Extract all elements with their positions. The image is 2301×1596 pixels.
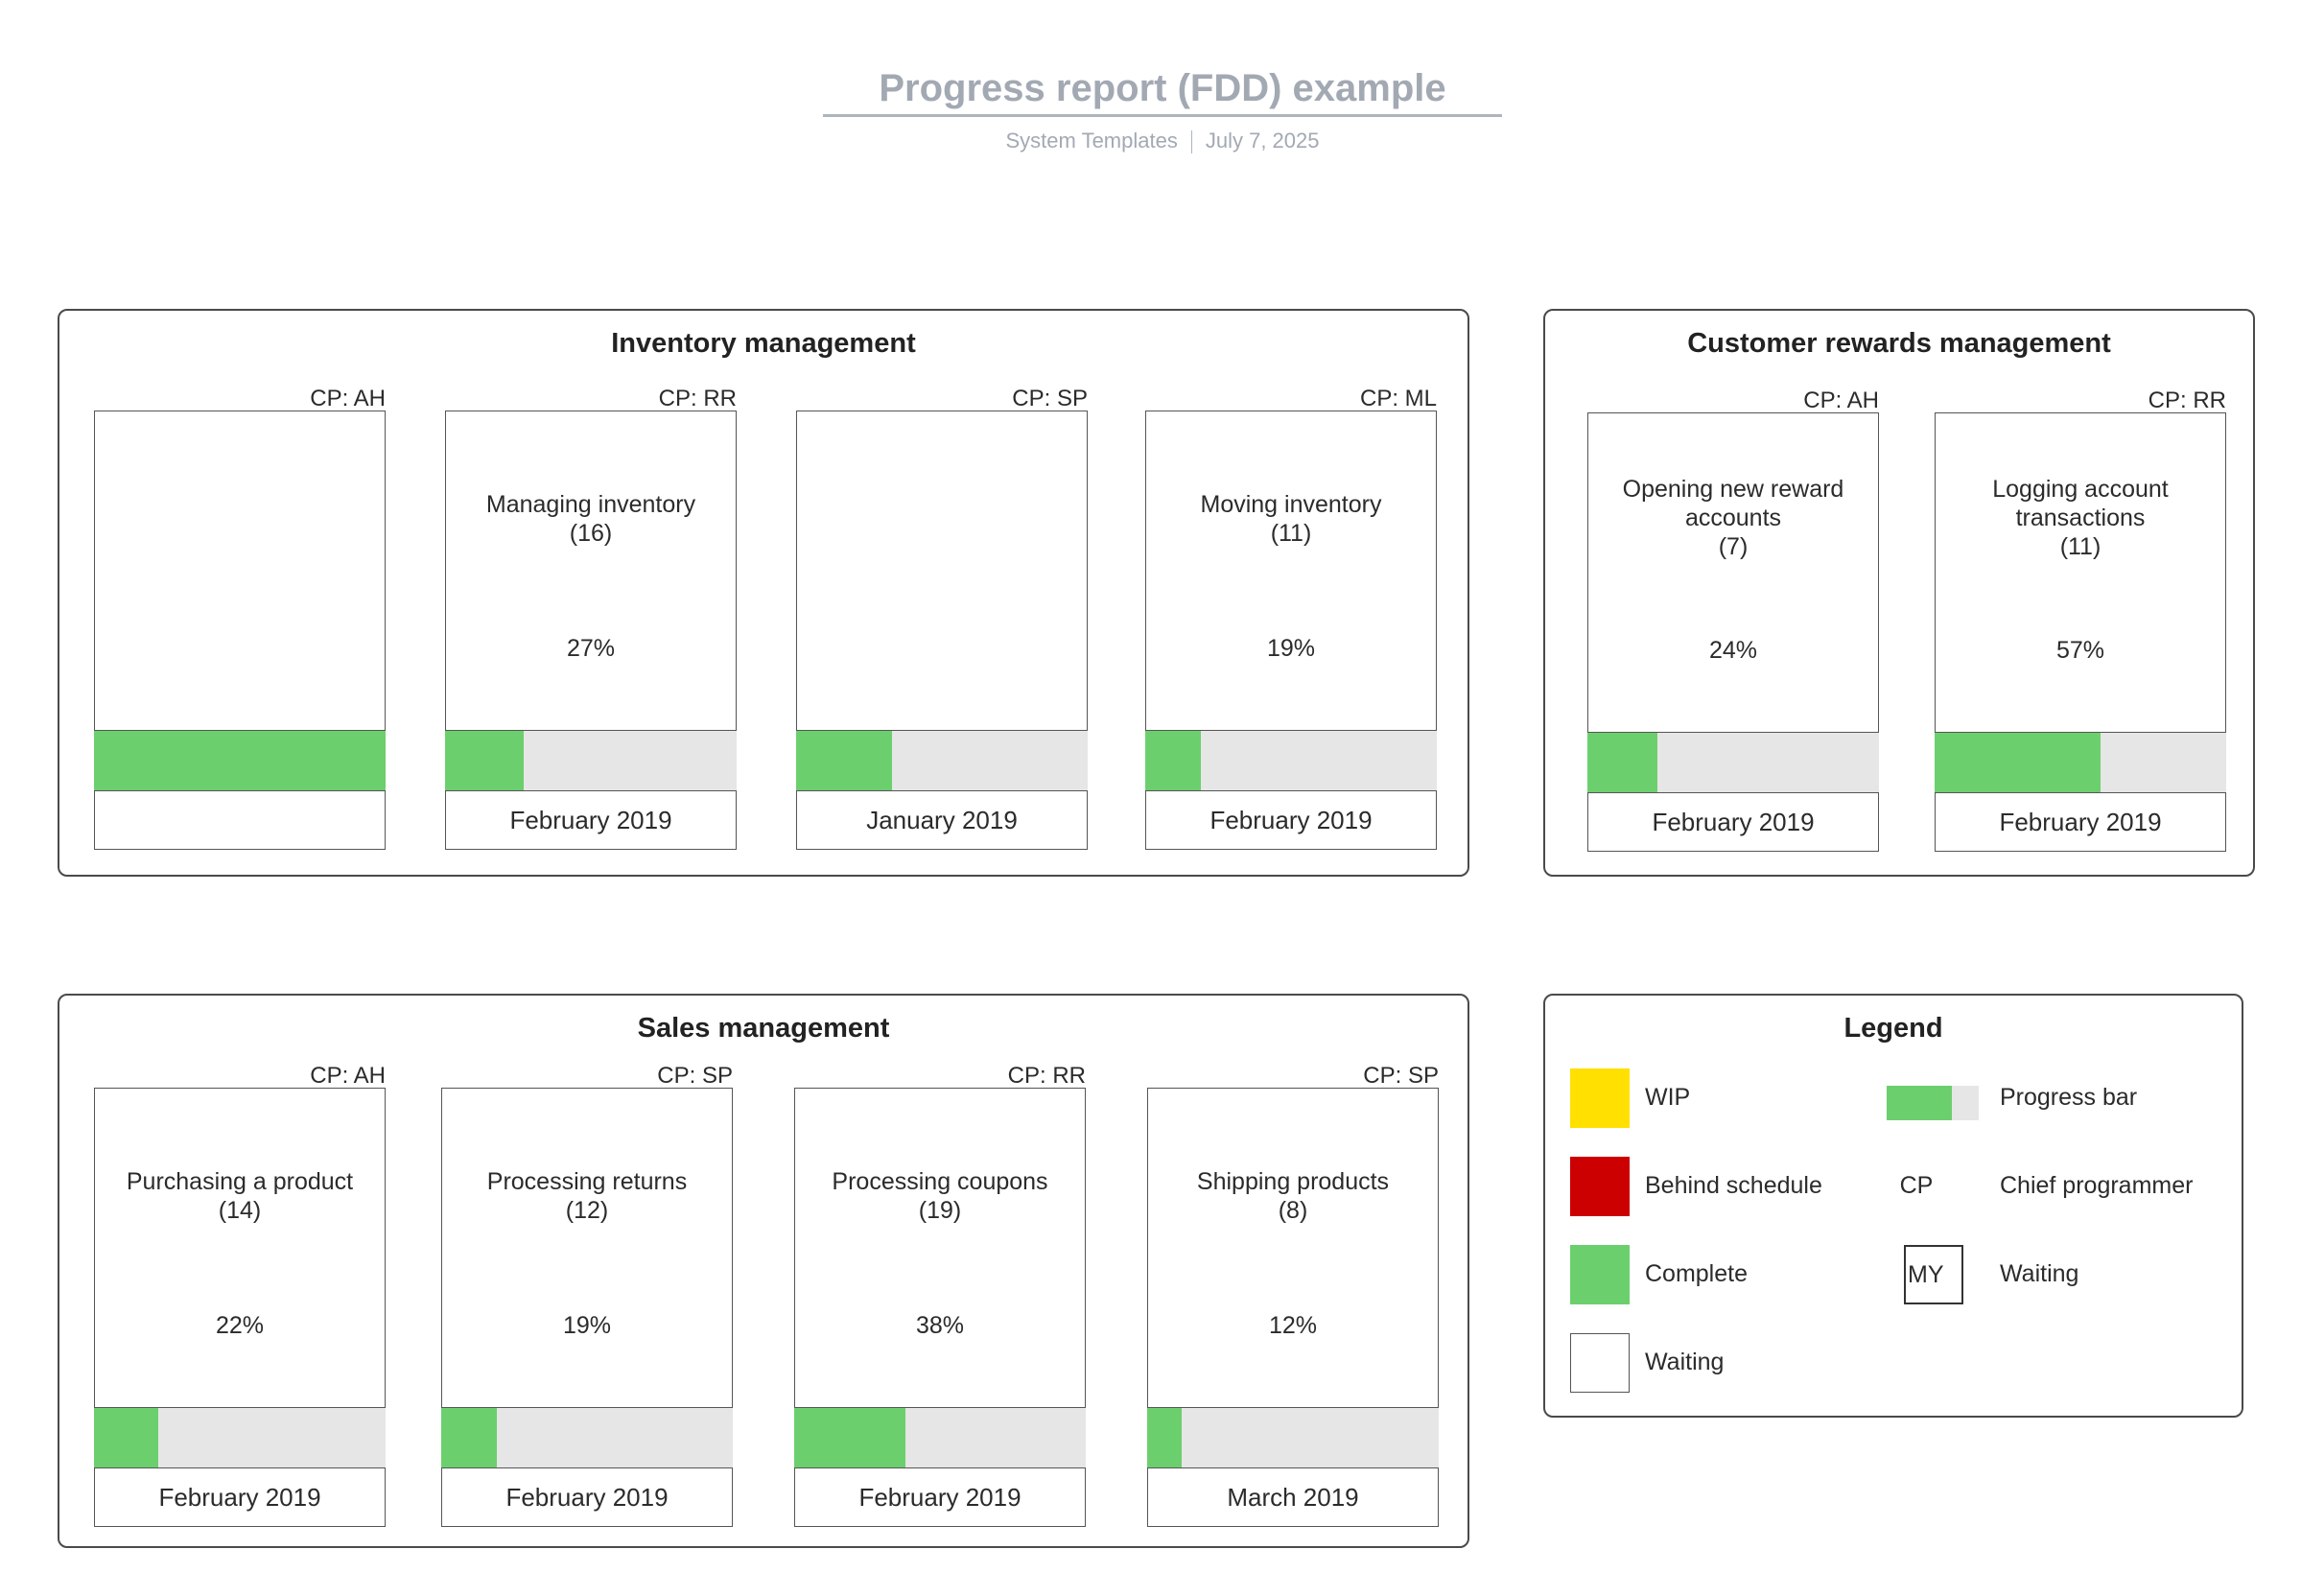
- progress-fill: [1587, 733, 1657, 792]
- feature-box: [796, 411, 1088, 731]
- chief-programmer-label: CP: AH: [310, 386, 386, 411]
- feature-box: Moving inventory (11) 19%: [1145, 411, 1437, 731]
- feature-name: Moving inventory (11): [1200, 491, 1382, 547]
- chief-programmer-label: CP: AH: [310, 1063, 386, 1089]
- target-date: February 2019: [441, 1467, 733, 1527]
- chief-programmer-label: CP: AH: [1803, 387, 1879, 413]
- complete-swatch: [1570, 1245, 1630, 1304]
- progress-fill: [445, 731, 525, 790]
- chief-programmer-label: CP: SP: [657, 1063, 733, 1089]
- page-meta: System Templates July 7, 2025: [823, 129, 1502, 154]
- progress-bar: [1587, 733, 1879, 792]
- progress-fill: [1145, 731, 1201, 790]
- feature-name: Opening new reward accounts (7): [1622, 476, 1844, 560]
- progress-bar: [794, 1408, 1086, 1467]
- legend-title: Legend: [1843, 1013, 1943, 1044]
- feature-percent: 12%: [1268, 1312, 1318, 1339]
- legend-label: Waiting: [2000, 1260, 2079, 1287]
- feature-name: Managing inventory (16): [485, 491, 696, 547]
- meta-divider: [1190, 130, 1192, 154]
- group-title: Customer rewards management: [1687, 328, 2111, 359]
- legend-label: Behind schedule: [1645, 1172, 1822, 1199]
- group-sales: Sales management CP: AH Purchasing a pro…: [58, 994, 1469, 1548]
- chief-programmer-label: CP: RR: [658, 386, 737, 411]
- progress-bar: [1147, 1408, 1439, 1467]
- chief-programmer-label: CP: SP: [1363, 1063, 1439, 1089]
- feature-name: Purchasing a product (14): [126, 1168, 354, 1224]
- progress-fill: [441, 1408, 497, 1467]
- feature-box: Processing coupons (19) 38%: [794, 1088, 1086, 1408]
- page-title: Progress report (FDD) example: [823, 67, 1502, 117]
- legend-label: Chief programmer: [2000, 1172, 2194, 1199]
- progress-fill: [796, 731, 893, 790]
- waiting-swatch: [1570, 1333, 1630, 1393]
- feature-percent: 22%: [215, 1312, 265, 1339]
- feature-percent: 57%: [2055, 637, 2105, 664]
- group-title: Sales management: [637, 1013, 890, 1044]
- progress-fill: [94, 1408, 158, 1467]
- target-date: [94, 790, 386, 850]
- target-date: March 2019: [1147, 1467, 1439, 1527]
- group-title: Inventory management: [611, 328, 916, 359]
- progress-bar: [94, 731, 386, 790]
- cp-abbreviation: CP: [1899, 1172, 1934, 1199]
- feature-percent: 19%: [1266, 635, 1316, 662]
- progress-bar: [1145, 731, 1437, 790]
- source-label: System Templates: [1005, 129, 1178, 153]
- target-date: February 2019: [1587, 792, 1879, 852]
- feature-percent: 24%: [1708, 637, 1758, 664]
- target-date: February 2019: [1935, 792, 2226, 852]
- progress-bar: [441, 1408, 733, 1467]
- feature-percent: 19%: [562, 1312, 612, 1339]
- target-date: January 2019: [796, 790, 1088, 850]
- progress-bar: [94, 1408, 386, 1467]
- feature-name: Processing coupons (19): [832, 1168, 1048, 1224]
- progress-fill: [1147, 1408, 1183, 1467]
- feature-percent: 27%: [566, 635, 616, 662]
- chief-programmer-label: CP: SP: [1012, 386, 1088, 411]
- progress-bar-sample: [1887, 1086, 1979, 1120]
- legend-label: Progress bar: [2000, 1084, 2138, 1111]
- legend-label: WIP: [1645, 1084, 1691, 1111]
- feature-box: Shipping products (8) 12%: [1147, 1088, 1439, 1408]
- chief-programmer-label: CP: RR: [2148, 387, 2226, 413]
- my-abbreviation-box: MY: [1904, 1245, 1963, 1304]
- feature-box: Processing returns (12) 19%: [441, 1088, 733, 1408]
- progress-fill-sample: [1887, 1086, 1952, 1120]
- progress-bar: [1935, 733, 2226, 792]
- progress-fill: [94, 731, 386, 790]
- feature-box: Purchasing a product (14) 22%: [94, 1088, 386, 1408]
- group-rewards: Customer rewards management CP: AH Openi…: [1543, 309, 2255, 877]
- legend-label: Waiting: [1645, 1349, 1725, 1375]
- target-date: February 2019: [1145, 790, 1437, 850]
- feature-box: Managing inventory (16) 27%: [445, 411, 737, 731]
- legend-label: Complete: [1645, 1260, 1748, 1287]
- feature-box: [94, 411, 386, 731]
- feature-name: Logging account transactions (11): [1992, 476, 2169, 560]
- progress-bar: [445, 731, 737, 790]
- legend-panel: Legend WIP Behind schedule Complete Wait…: [1543, 994, 2243, 1418]
- chief-programmer-label: CP: ML: [1359, 386, 1437, 411]
- progress-bar: [796, 731, 1088, 790]
- progress-fill: [794, 1408, 905, 1467]
- group-inventory: Inventory management CP: AH CP: RR Manag…: [58, 309, 1469, 877]
- date-label: July 7, 2025: [1205, 129, 1320, 153]
- target-date: February 2019: [94, 1467, 386, 1527]
- target-date: February 2019: [794, 1467, 1086, 1527]
- chief-programmer-label: CP: RR: [1007, 1063, 1086, 1089]
- feature-name: Processing returns (12): [486, 1168, 688, 1224]
- feature-percent: 38%: [915, 1312, 965, 1339]
- feature-box: Logging account transactions (11) 57%: [1935, 412, 2226, 733]
- behind-swatch: [1570, 1157, 1630, 1216]
- progress-fill: [1935, 733, 2101, 792]
- feature-box: Opening new reward accounts (7) 24%: [1587, 412, 1879, 733]
- target-date: February 2019: [445, 790, 737, 850]
- feature-name: Shipping products (8): [1196, 1168, 1390, 1224]
- wip-swatch: [1570, 1068, 1630, 1128]
